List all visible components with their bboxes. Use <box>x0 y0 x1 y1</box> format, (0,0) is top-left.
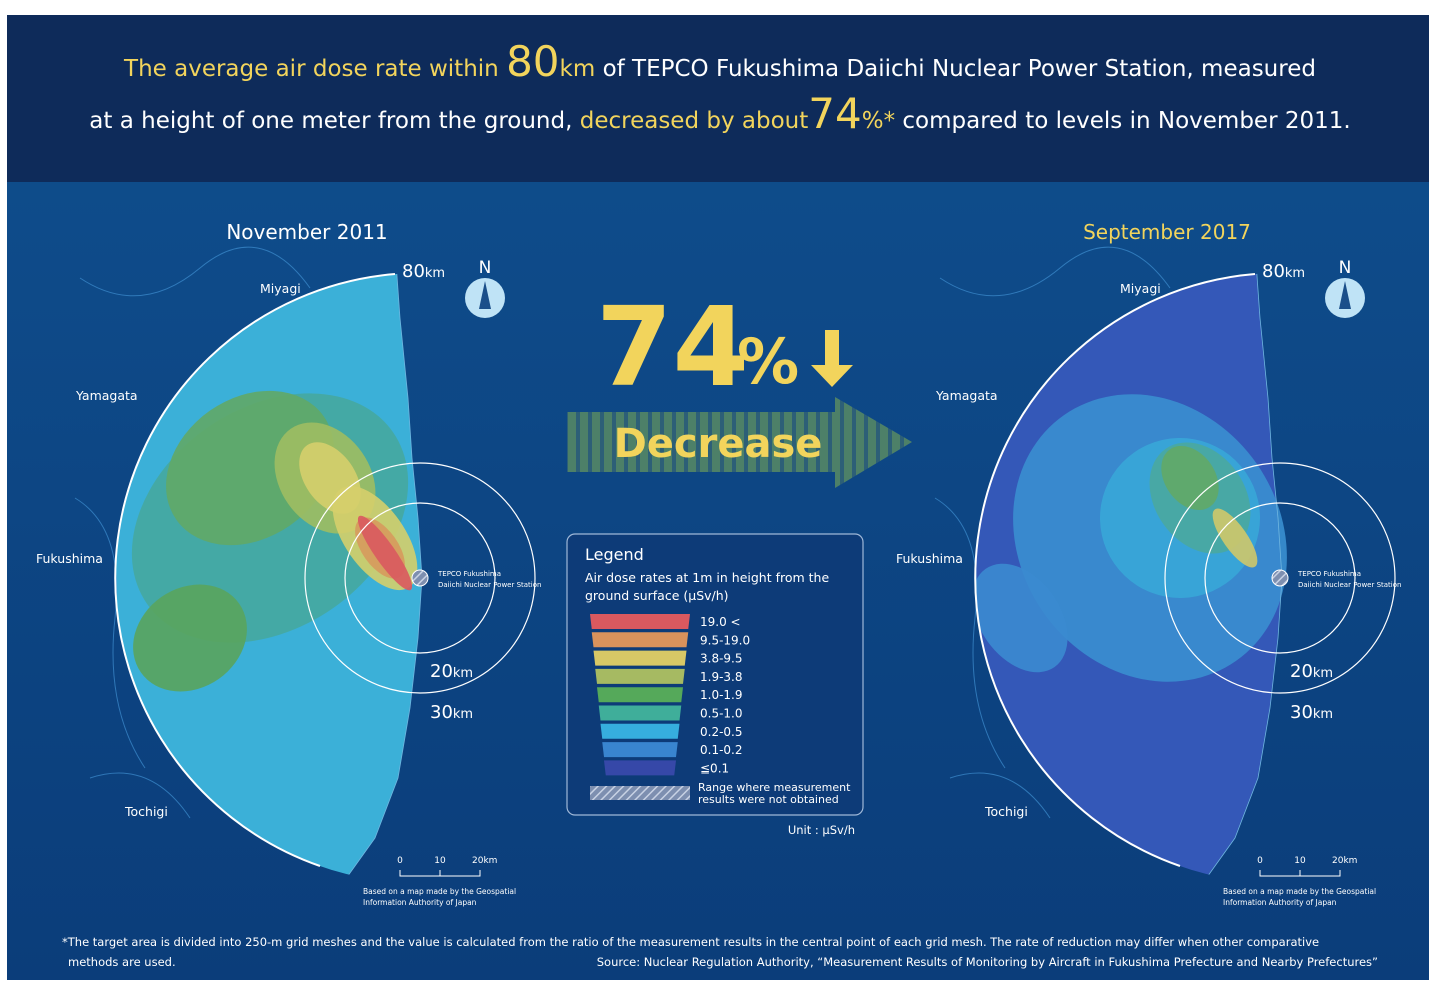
map-title: September 2017 <box>1083 220 1251 244</box>
legend-label: ≦0.1 <box>700 761 729 775</box>
legend-label: 3.8-9.5 <box>700 652 743 666</box>
legend-swatch <box>597 687 683 702</box>
credit: Information Authority of Japan <box>1223 898 1337 907</box>
scale-label: 0 <box>397 856 403 866</box>
header-unit: %* <box>862 108 895 134</box>
legend-subtitle: ground surface (μSv/h) <box>585 588 729 603</box>
legend-subtitle: Air dose rates at 1m in height from the <box>585 570 829 585</box>
label-80km-value: 80 <box>1262 261 1285 282</box>
label-80km-unit: km <box>425 266 445 281</box>
station-label: Daiichi Nuclear Power Station <box>1298 581 1401 589</box>
label-30km-value: 30 <box>1290 702 1313 723</box>
header-unit: km <box>560 56 596 82</box>
legend-swatch <box>604 760 676 775</box>
legend-label: 0.2-0.5 <box>700 725 743 739</box>
source: Source: Nuclear Regulation Authority, “M… <box>597 955 1378 969</box>
header-text: compared to levels in November 2011. <box>902 108 1350 134</box>
big-percent: 74 <box>596 283 749 411</box>
station <box>1272 570 1288 586</box>
decrease-label: Decrease <box>614 421 823 467</box>
label-30km-unit: km <box>453 707 473 722</box>
region-label: Fukushima <box>896 551 963 566</box>
legend-label: 0.1-0.2 <box>700 743 743 757</box>
legend-label: 1.9-3.8 <box>700 670 743 684</box>
scale-label: 10 <box>1294 856 1306 866</box>
legend-label: 0.5-1.0 <box>700 707 743 721</box>
region-label: Yamagata <box>935 388 998 403</box>
legend-swatch <box>599 706 682 721</box>
label-30km-value: 30 <box>430 702 453 723</box>
legend-swatch <box>592 632 689 647</box>
label-80km-value: 80 <box>402 261 425 282</box>
label-20km-value: 20 <box>430 661 453 682</box>
label-20km-value: 20 <box>1290 661 1313 682</box>
header-text: decreased by about <box>580 108 809 134</box>
legend-label: 9.5-19.0 <box>700 633 750 647</box>
scale-label: 20km <box>472 856 497 866</box>
scale-label: 0 <box>1257 856 1263 866</box>
header-number: 74 <box>808 89 861 138</box>
legend-label: 1.0-1.9 <box>700 688 743 702</box>
header-text: of TEPCO Fukushima Daiichi Nuclear Power… <box>603 56 1316 82</box>
station <box>412 570 428 586</box>
region-label: Yamagata <box>75 388 138 403</box>
legend-title: Legend <box>585 545 644 564</box>
footnote: *The target area is divided into 250-m g… <box>62 935 1319 949</box>
station-label: TEPCO Fukushima <box>437 570 501 578</box>
header-text: at a height of one meter from the ground… <box>89 108 572 134</box>
scale-label: 10 <box>434 856 446 866</box>
credit: Information Authority of Japan <box>363 898 477 907</box>
station-label: Daiichi Nuclear Power Station <box>438 581 541 589</box>
header-number: 80 <box>506 37 559 86</box>
big-percent-sign: % <box>737 325 799 398</box>
infographic: The average air dose rate within 80km of… <box>0 0 1429 982</box>
scale-label: 20km <box>1332 856 1357 866</box>
legend-unit: Unit : μSv/h <box>788 823 855 837</box>
credit: Based on a map made by the Geospatial <box>1223 887 1376 896</box>
north-label: N <box>1339 258 1352 278</box>
north-label: N <box>479 258 492 278</box>
region-label: Fukushima <box>36 551 103 566</box>
label-80km-unit: km <box>1285 266 1305 281</box>
station-label: TEPCO Fukushima <box>1297 570 1361 578</box>
legend-swatch <box>590 614 690 629</box>
legend-not-obtained: results were not obtained <box>698 793 839 806</box>
legend-label: 19.0 < <box>700 615 741 629</box>
footnote: methods are used. <box>68 955 176 969</box>
header-band <box>7 15 1429 182</box>
label-20km-unit: km <box>1313 666 1333 681</box>
header-text: The average air dose rate within <box>123 56 499 82</box>
legend-swatch <box>594 651 687 666</box>
region-label: Tochigi <box>984 804 1028 819</box>
region-label: Miyagi <box>260 281 301 296</box>
credit: Based on a map made by the Geospatial <box>363 887 516 896</box>
region-label: Tochigi <box>124 804 168 819</box>
legend-hatch <box>590 786 690 800</box>
map-title: November 2011 <box>226 220 387 244</box>
region-label: Miyagi <box>1120 281 1161 296</box>
label-30km-unit: km <box>1313 707 1333 722</box>
label-20km-unit: km <box>453 666 473 681</box>
legend-swatch <box>602 742 678 757</box>
legend-swatch <box>601 724 680 739</box>
legend-swatch <box>595 669 685 684</box>
